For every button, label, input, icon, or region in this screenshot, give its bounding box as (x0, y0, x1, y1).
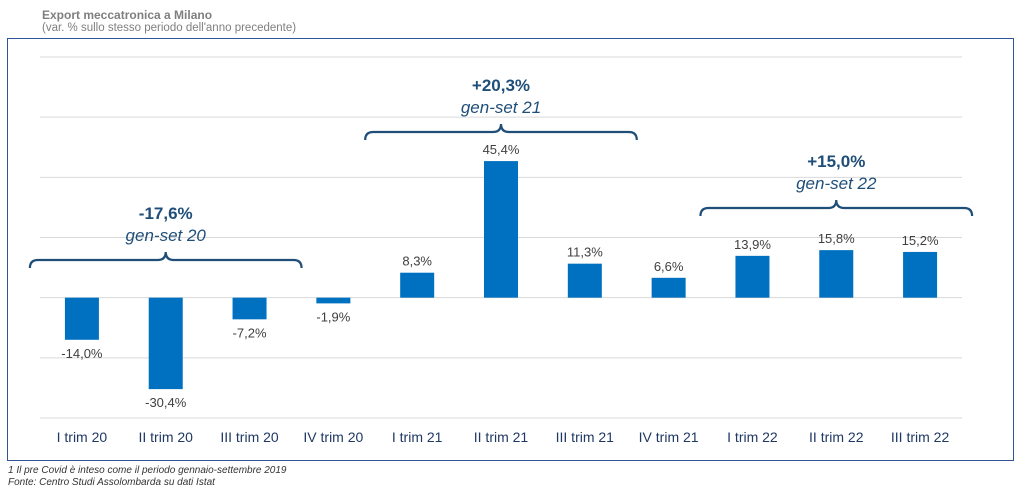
category-label: II trim 21 (474, 429, 529, 445)
annotation-brace (699, 199, 974, 217)
value-label: 11,3% (567, 245, 603, 260)
category-label: III trim 20 (220, 429, 279, 445)
value-label: -30,4% (145, 395, 187, 410)
category-label: II trim 20 (138, 429, 193, 445)
chart-subtitle: (var. % sullo stesso periodo dell'anno p… (42, 22, 297, 34)
chart-frame (7, 38, 1014, 461)
annotation-value: -17,6% (139, 204, 193, 223)
value-label: 6,6% (654, 259, 684, 274)
bar (148, 297, 183, 390)
annotation-period: gen-set 20 (126, 226, 207, 245)
value-label: -14,0% (61, 346, 103, 361)
value-label: 13,9% (734, 237, 771, 252)
bar (316, 297, 351, 304)
annotation-value: +20,3% (472, 76, 530, 95)
category-label: IV trim 20 (303, 429, 363, 445)
annotation-brace (364, 123, 638, 141)
bar (735, 255, 770, 298)
value-label: 15,2% (902, 233, 939, 248)
value-label: -7,2% (233, 325, 267, 340)
annotation-period: gen-set 21 (461, 98, 541, 117)
bar (819, 250, 854, 298)
chart-title: Export meccatronica a Milano (42, 8, 213, 22)
bar (484, 161, 518, 298)
bar (903, 251, 938, 298)
category-label: I trim 20 (57, 429, 108, 445)
annotation-brace (28, 251, 303, 269)
annotation-value: +15,0% (807, 152, 865, 171)
bar (64, 297, 99, 340)
bar (232, 297, 267, 320)
value-label: 15,8% (818, 231, 855, 246)
value-label: 45,4% (483, 142, 520, 157)
category-label: III trim 21 (556, 429, 615, 445)
value-label: 8,3% (402, 254, 432, 269)
category-label: IV trim 21 (639, 429, 699, 445)
bar (400, 272, 435, 298)
source-note: Fonte: Centro Studi Assolombarda su dati… (8, 477, 215, 488)
category-label: II trim 22 (809, 429, 864, 445)
footnote: 1 Il pre Covid è inteso come il periodo … (8, 465, 287, 476)
category-label: III trim 22 (891, 429, 950, 445)
bar (651, 277, 686, 298)
category-label: I trim 21 (392, 429, 443, 445)
value-label: -1,9% (316, 309, 350, 324)
bar (567, 263, 602, 298)
annotation-period: gen-set 22 (796, 174, 877, 193)
category-label: I trim 22 (727, 429, 778, 445)
